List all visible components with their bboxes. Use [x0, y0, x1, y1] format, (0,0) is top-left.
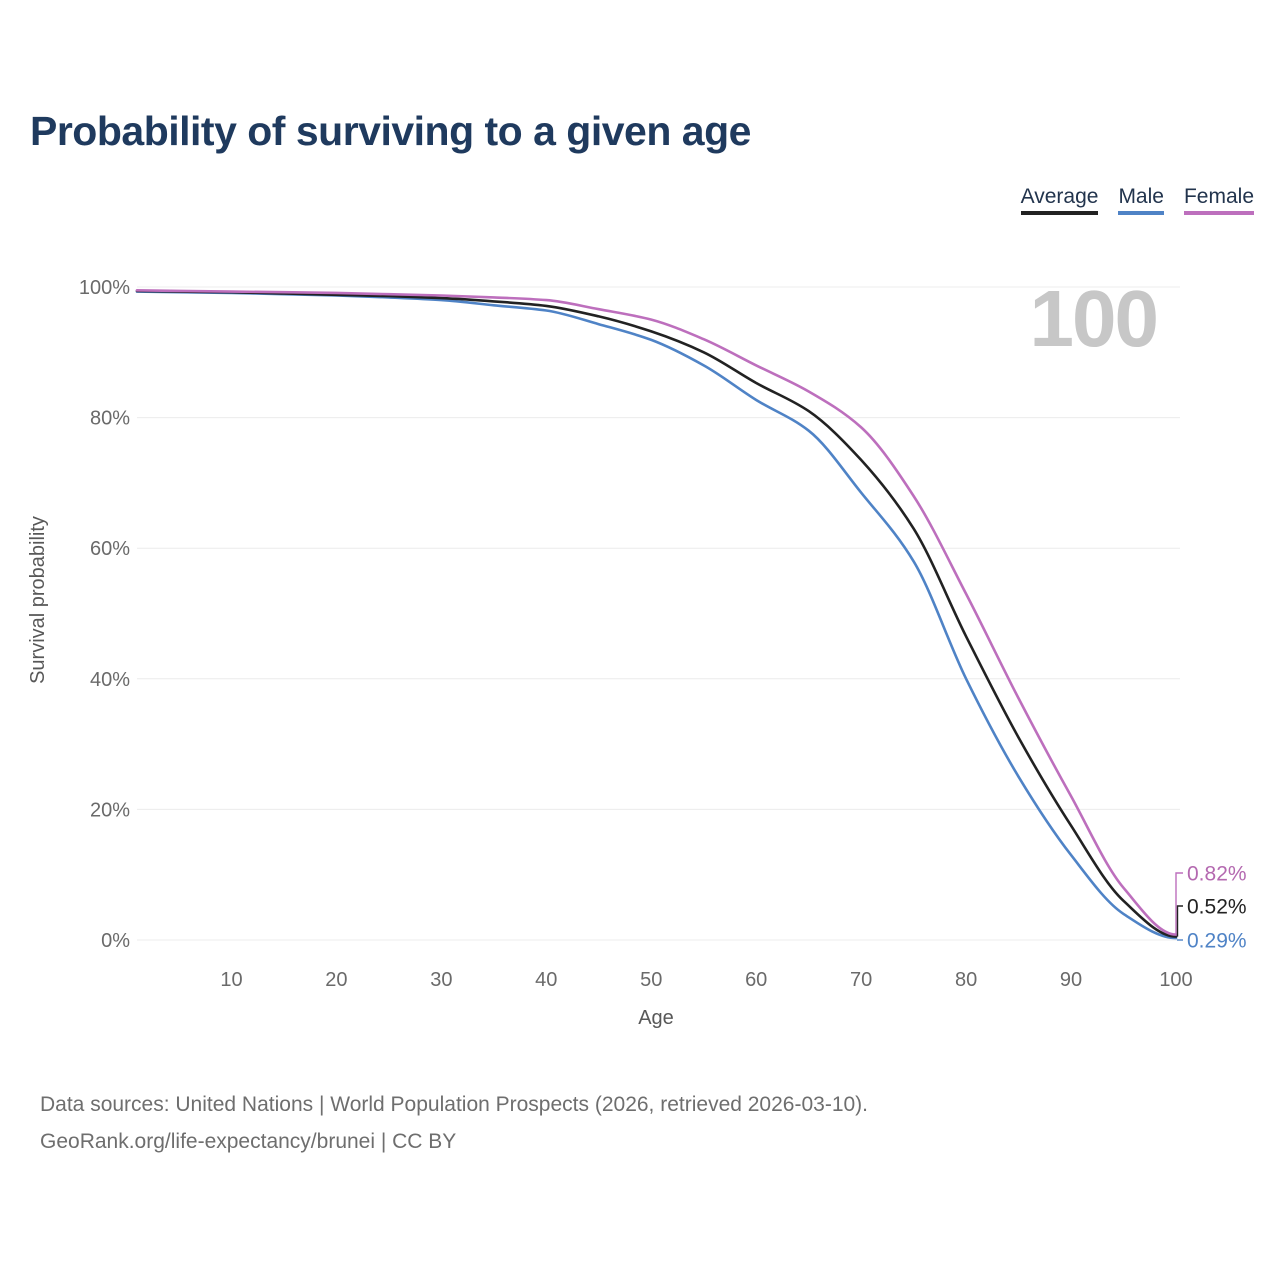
- x-tick-label: 40: [535, 969, 557, 991]
- series-line-male: [135, 290, 1178, 940]
- legend-item-male[interactable]: Male: [1118, 185, 1164, 216]
- data-source-footer: Data sources: United Nations | World Pop…: [40, 1086, 868, 1160]
- y-axis-tick-labels: 0% 20% 40% 60% 80% 100%: [79, 277, 130, 952]
- hover-age-watermark: 100: [1030, 274, 1157, 363]
- gridlines: [137, 286, 1180, 941]
- legend-item-average[interactable]: Average: [1020, 185, 1099, 216]
- series-line-female: [135, 289, 1178, 936]
- x-tick-label: 20: [325, 969, 347, 991]
- end-value-annotations: 0.82% 0.52% 0.29%: [1175, 863, 1247, 953]
- y-axis-title: Survival probability: [27, 516, 49, 684]
- y-tick-label: 0%: [101, 930, 130, 952]
- y-tick-label: 100%: [79, 277, 130, 299]
- y-tick-label: 40%: [90, 669, 130, 691]
- x-axis-tick-labels: 10 20 30 40 50 60 70 80 90 100: [220, 969, 1192, 991]
- end-connector-female: [1175, 872, 1183, 935]
- end-connector-average: [1176, 905, 1183, 937]
- y-tick-label: 80%: [90, 408, 130, 430]
- x-tick-label: 10: [220, 969, 242, 991]
- legend: Average Male Female: [1020, 185, 1254, 216]
- x-tick-label: 60: [745, 969, 767, 991]
- x-tick-label: 80: [955, 969, 977, 991]
- x-tick-label: 50: [640, 969, 662, 991]
- end-label-male: 0.29%: [1187, 930, 1247, 953]
- x-tick-label: 100: [1159, 969, 1192, 991]
- x-tick-label: 30: [430, 969, 452, 991]
- y-tick-label: 20%: [90, 799, 130, 821]
- x-axis-title: Age: [638, 1007, 674, 1029]
- x-tick-label: 70: [850, 969, 872, 991]
- footer-line-sources: Data sources: United Nations | World Pop…: [40, 1093, 869, 1116]
- series-lines: [135, 289, 1178, 940]
- page-title: Probability of surviving to a given age: [30, 108, 751, 154]
- y-tick-label: 60%: [90, 538, 130, 560]
- end-label-average: 0.52%: [1187, 896, 1247, 919]
- end-label-female: 0.82%: [1187, 863, 1247, 886]
- series-line-average: [135, 289, 1178, 938]
- legend-item-female[interactable]: Female: [1183, 185, 1254, 216]
- footer-line-attribution: GeoRank.org/life-expectancy/brunei | CC …: [40, 1130, 457, 1153]
- x-tick-label: 90: [1060, 969, 1082, 991]
